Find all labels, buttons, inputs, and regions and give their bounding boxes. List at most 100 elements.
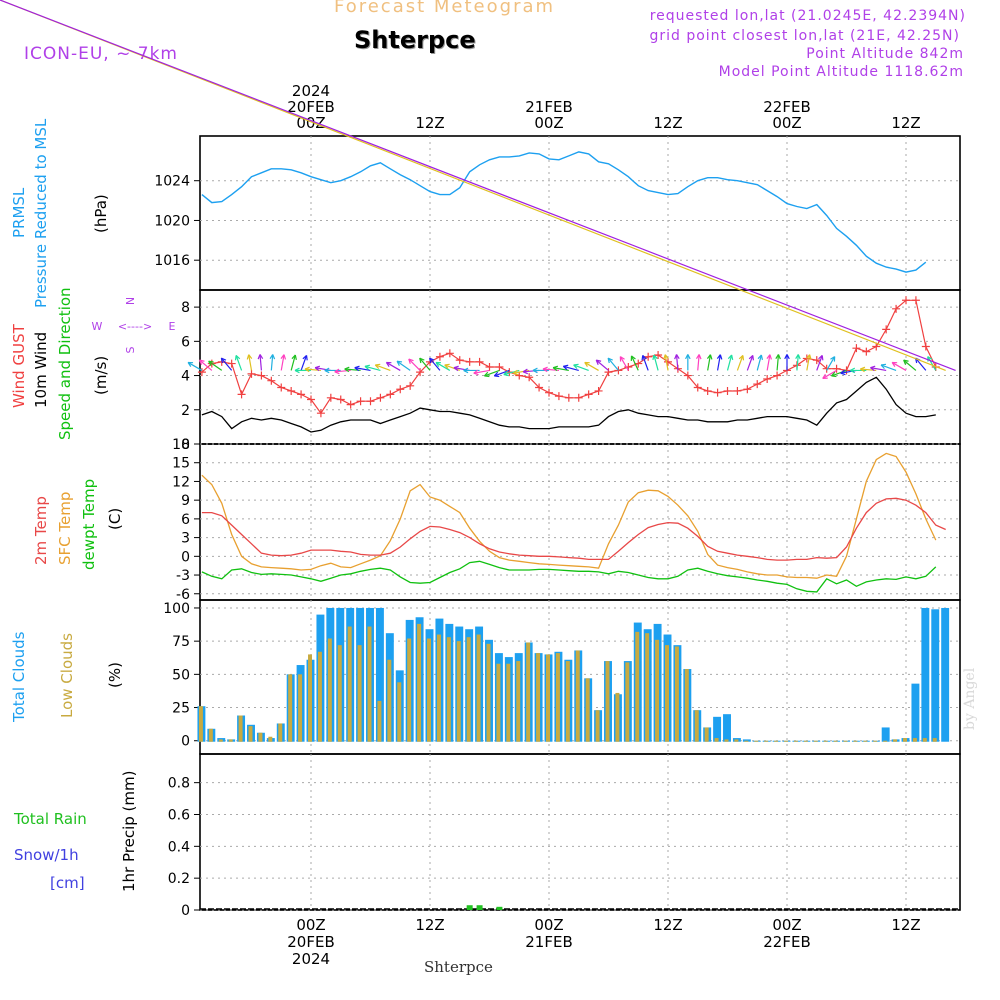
wind-arrow-head	[302, 354, 308, 361]
wind-direction-arrow	[408, 358, 421, 371]
wind-arrow-head	[850, 367, 856, 374]
low-cloud-bar	[863, 740, 868, 742]
wind-arrow-head	[513, 369, 519, 376]
wind-direction-arrow	[870, 367, 887, 372]
wind-direction-arrow	[396, 360, 411, 371]
wind-arrow-head	[344, 366, 350, 373]
low-cloud-bar	[565, 661, 570, 742]
wind-direction-arrow	[619, 356, 629, 371]
low-cloud-bar	[823, 740, 828, 742]
label-snow: Snow/1h	[14, 846, 79, 864]
wind-arrow-head	[840, 369, 846, 376]
wind-arrow-head	[685, 354, 691, 360]
ytick-label: 15	[172, 456, 190, 472]
rain-bar	[466, 905, 473, 910]
low-cloud-bar	[903, 738, 907, 742]
ytick-label: 0.4	[168, 839, 190, 855]
low-cloud-bar	[793, 740, 798, 742]
ytick-label: 1016	[154, 253, 190, 269]
wind-arrow-head	[674, 354, 680, 360]
low-cloud-bar	[873, 740, 878, 742]
gust-marker	[862, 347, 871, 356]
wind-arrow-head	[208, 360, 214, 366]
low-cloud-bar	[665, 645, 669, 742]
wind-arrow-head	[324, 367, 330, 374]
ytick-label: 6	[181, 512, 190, 528]
low-cloud-bar	[605, 661, 610, 742]
low-cloud-bar	[704, 727, 709, 742]
wind-arrow-head	[573, 363, 579, 370]
low-cloud-bar	[595, 710, 600, 742]
low-cloud-bar	[635, 631, 640, 742]
low-cloud-bar	[734, 739, 739, 742]
wind-arrow-head	[795, 354, 801, 360]
gust-marker	[297, 390, 306, 399]
wind-arrow-head	[630, 355, 636, 361]
low-cloud-bar	[317, 651, 322, 742]
low-cloud-bar	[228, 739, 233, 742]
wind-direction-arrow	[199, 359, 213, 371]
wind-direction-arrow	[419, 357, 431, 371]
gust-marker	[812, 356, 821, 365]
wind-direction-arrow	[766, 354, 771, 371]
compass-n: N	[124, 297, 137, 305]
wind-direction-arrow	[707, 354, 712, 371]
ylabel-temp2m: 2m Temp	[32, 496, 50, 565]
wind-arrow-head	[354, 365, 360, 372]
ytick-label: 0.2	[168, 871, 190, 887]
wind-arrow-head	[374, 363, 381, 370]
wind-direction-arrow	[513, 369, 530, 374]
wind-direction-arrow	[595, 359, 609, 371]
requested-lonlat: requested lon,lat (21.0245E, 42.2394N)	[649, 8, 966, 24]
compass-w: W	[92, 320, 103, 333]
total-cloud-bar	[921, 607, 930, 742]
gust-marker	[822, 364, 831, 373]
wind-arrow-head	[444, 363, 450, 370]
ylabel-low-clouds: Low Clouds	[58, 633, 76, 718]
wind-arrow-head	[364, 364, 370, 371]
wind-arrow-head	[493, 371, 500, 378]
low-cloud-bar	[694, 710, 699, 742]
low-cloud-bar	[516, 661, 521, 742]
gust-marker	[455, 356, 464, 365]
top-time-label: 00Z	[534, 114, 563, 132]
gust-marker	[435, 352, 444, 361]
top-time-label: 12Z	[653, 114, 682, 132]
gust-marker	[554, 392, 563, 401]
bottom-time-label: 00Z	[772, 916, 801, 934]
wind-direction-arrow	[816, 355, 823, 371]
gust-marker	[336, 395, 345, 404]
ylabel-wind: 10m Wind	[32, 332, 50, 408]
low-cloud-bar	[387, 659, 392, 742]
wind-arrow-head	[818, 354, 824, 361]
low-cloud-bar	[327, 638, 332, 742]
wind-arrow-head	[522, 368, 529, 375]
wind-arrow-head	[695, 354, 702, 360]
low-cloud-bar	[456, 641, 461, 742]
gust-marker	[911, 296, 920, 305]
wind-arrow-head	[291, 354, 297, 360]
prmsl-line	[201, 151, 927, 273]
low-cloud-bar	[774, 740, 779, 742]
wind-arrow-head	[542, 366, 548, 373]
low-cloud-bar	[724, 739, 729, 742]
gust-marker	[277, 383, 286, 392]
total-cloud-bar	[941, 607, 950, 742]
wind-direction-arrow	[653, 354, 659, 371]
ytick-label: 8	[181, 300, 190, 316]
gust-marker	[316, 409, 325, 418]
wind-direction-arrow	[826, 356, 836, 371]
rain-bar	[476, 905, 483, 910]
low-cloud-bar	[922, 738, 927, 742]
wind-direction-arrow	[0, 0, 956, 371]
ytick-label: 3	[181, 531, 190, 547]
total-cloud-bar	[723, 714, 731, 742]
bottom-time-label: 12Z	[891, 916, 920, 934]
wind-direction-arrow	[697, 354, 700, 371]
gust-marker	[535, 383, 544, 392]
total-cloud-bar	[713, 716, 722, 742]
low-cloud-bar	[932, 738, 937, 742]
low-cloud-bar	[397, 682, 402, 742]
top-time-label: 22FEB	[763, 98, 810, 116]
